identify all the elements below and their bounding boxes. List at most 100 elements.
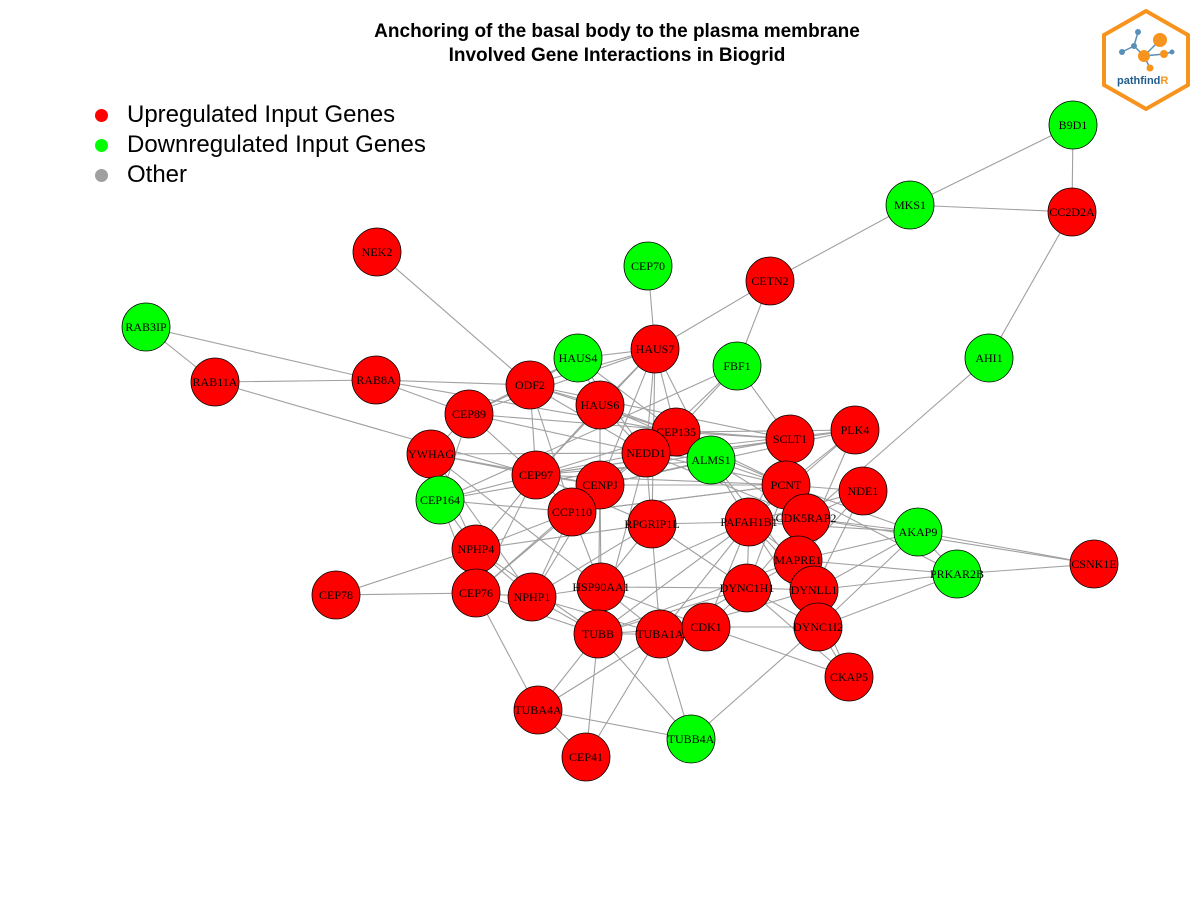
gene-label-cep164: CEP164: [420, 493, 460, 507]
logo-text-main: pathfind: [1117, 75, 1160, 87]
gene-label-cenpj: CENPJ: [582, 478, 618, 492]
gene-node-alms1: ALMS1: [686, 435, 736, 485]
gene-circle-tuba4a: [513, 685, 563, 735]
gene-node-rab3ip: RAB3IP: [121, 302, 171, 352]
gene-node-cc2d2a: CC2D2A: [1047, 187, 1097, 237]
pathfindr-logo-icon: pathfindR: [1102, 8, 1190, 112]
gene-label-cep97: CEP97: [519, 468, 553, 482]
edge-prkar2b-dync1i2: [817, 573, 958, 628]
gene-label-akap9: AKAP9: [899, 525, 938, 539]
gene-label-nde1: NDE1: [848, 484, 879, 498]
edge-akap9-csnk1e: [917, 531, 1095, 565]
gene-node-haus4: HAUS4: [553, 333, 603, 383]
gene-label-dync1i2: DYNC1I2: [793, 620, 843, 634]
gene-node-cep89: CEP89: [444, 389, 494, 439]
gene-label-mks1: MKS1: [894, 198, 926, 212]
gene-label-ywhag: YWHAG: [408, 447, 454, 461]
edge-ahi1-cdk5rap2: [805, 357, 990, 519]
gene-label-cc2d2a: CC2D2A: [1049, 205, 1095, 219]
gene-node-prkar2b: PRKAR2B: [930, 549, 984, 599]
legend-label-down: Downregulated Input Genes: [127, 131, 426, 158]
gene-label-rab8a: RAB8A: [356, 373, 396, 387]
gene-node-cep97: CEP97: [511, 450, 561, 500]
gene-circle-cep76: [451, 568, 501, 618]
gene-node-ywhag: YWHAG: [406, 429, 456, 479]
edge-mks1-cc2d2a: [909, 204, 1073, 213]
gene-label-ahi1: AHI1: [975, 351, 1002, 365]
gene-circle-cetn2: [745, 256, 795, 306]
edge-layer: [145, 124, 1095, 758]
gene-node-dync1h1: DYNC1H1: [720, 563, 774, 613]
gene-label-cep76: CEP76: [459, 586, 493, 600]
gene-circle-cep70: [623, 241, 673, 291]
edge-pafah1b1-tubb: [597, 521, 750, 635]
edge-rab8a-odf2: [375, 379, 531, 386]
gene-node-cenpj: CENPJ: [575, 460, 625, 510]
gene-node-hsp90aa1: HSP90AA1: [572, 562, 630, 612]
gene-label-haus6: HAUS6: [581, 398, 620, 412]
gene-circle-prkar2b: [932, 549, 982, 599]
gene-node-rpgrip1l: RPGRIP1L: [624, 499, 680, 549]
gene-circle-csnk1e: [1069, 539, 1119, 589]
gene-node-dynll1: DYNLL1: [789, 565, 839, 615]
edge-pafah1b1-hsp90aa1: [600, 521, 750, 588]
chart-title: Anchoring of the basal body to the plasm…: [0, 20, 1200, 68]
gene-circle-alms1: [686, 435, 736, 485]
edge-cep89-nedd1: [468, 413, 647, 454]
legend-label-other: Other: [127, 161, 188, 188]
edge-ywhag-hsp90aa1: [430, 453, 602, 588]
edge-mks1-cetn2: [769, 204, 911, 282]
gene-node-ccp110: CCP110: [547, 487, 597, 537]
edge-cdk1-ckap5: [705, 626, 850, 678]
edge-akap9-pafah1b1: [748, 521, 919, 533]
gene-circle-tubb4a: [666, 714, 716, 764]
logo-text-accent: R: [1160, 75, 1168, 87]
gene-circle-akap9: [893, 507, 943, 557]
gene-node-dync1i2: DYNC1I2: [793, 602, 843, 652]
gene-label-nedd1: NEDD1: [626, 446, 665, 460]
gene-node-cep78: CEP78: [311, 570, 361, 620]
gene-node-haus6: HAUS6: [575, 380, 625, 430]
legend-item-other: Other: [95, 160, 426, 190]
node-layer: B9D1 MKS1 CC2D2A NEK2 CEP70 CETN2 RAB3IP HAUS7 H…: [121, 100, 1119, 782]
edge-cep135-plk4: [675, 429, 856, 433]
gene-label-pafah1b1: PAFAH1B1: [720, 515, 777, 529]
gene-circle-ccp110: [547, 487, 597, 537]
gene-circle-cc2d2a: [1047, 187, 1097, 237]
gene-circle-cep164: [415, 475, 465, 525]
edge-cep89-sclt1: [468, 413, 791, 440]
gene-label-tubb: TUBB: [582, 627, 614, 641]
gene-label-plk4: PLK4: [841, 423, 870, 437]
gene-node-tuba1a: TUBA1A: [635, 609, 685, 659]
gene-label-cep70: CEP70: [631, 259, 665, 273]
edge-haus7-cep89: [468, 348, 656, 415]
gene-label-cep41: CEP41: [569, 750, 603, 764]
edge-fbf1-cep164: [439, 365, 738, 501]
gene-node-cetn2: CETN2: [745, 256, 795, 306]
edge-dync1i2-tubb4a: [690, 626, 819, 740]
gene-label-hsp90aa1: HSP90AA1: [572, 580, 629, 594]
gene-node-nphp1: NPHP1: [507, 572, 557, 622]
gene-label-rab11a: RAB11A: [193, 375, 238, 389]
gene-node-cep70: CEP70: [623, 241, 673, 291]
edge-rab3ip-rab8a: [145, 326, 377, 381]
edge-b9d1-mks1: [909, 124, 1074, 206]
gene-label-nphp4: NPHP4: [458, 542, 495, 556]
gene-circle-ahi1: [964, 333, 1014, 383]
gene-label-tubb4a: TUBB4A: [668, 732, 715, 746]
legend-label-up: Upregulated Input Genes: [127, 101, 396, 128]
edge-cdk5rap2-csnk1e: [805, 517, 1095, 565]
gene-node-mks1: MKS1: [885, 180, 935, 230]
gene-label-mapre1: MAPRE1: [774, 553, 821, 567]
legend-dot-up: [95, 108, 108, 122]
edge-rpgrip1l-nphp4: [475, 523, 653, 550]
gene-label-haus4: HAUS4: [559, 351, 598, 365]
edge-dync1h1-tubb: [597, 587, 748, 635]
gene-label-cep135: CEP135: [656, 425, 696, 439]
gene-circle-haus6: [575, 380, 625, 430]
title-line-2: Involved Gene Interactions in Biogrid: [448, 45, 786, 66]
gene-circle-haus4: [553, 333, 603, 383]
gene-circle-cdk1: [681, 602, 731, 652]
gene-label-ccp110: CCP110: [552, 505, 592, 519]
